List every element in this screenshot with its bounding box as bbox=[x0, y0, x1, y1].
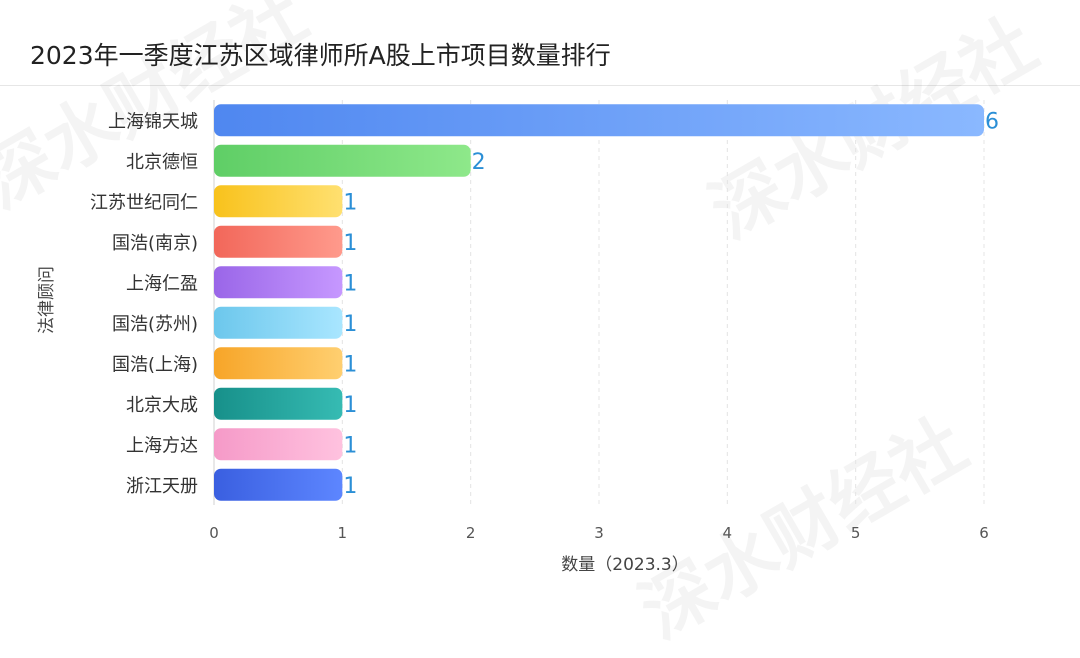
bar bbox=[214, 266, 343, 299]
value-label: 1 bbox=[343, 190, 357, 215]
bar bbox=[214, 104, 984, 137]
value-label: 1 bbox=[343, 474, 357, 499]
category-label: 江苏世纪同仁 bbox=[90, 192, 198, 213]
value-label: 1 bbox=[343, 393, 357, 418]
category-label: 浙江天册 bbox=[126, 476, 198, 497]
x-tick-labels: 0 1 2 3 4 5 6 bbox=[209, 524, 989, 542]
x-tick-label: 6 bbox=[979, 524, 989, 542]
value-label: 1 bbox=[343, 312, 357, 337]
value-label: 1 bbox=[343, 231, 357, 256]
bar bbox=[214, 144, 471, 177]
category-label: 北京德恒 bbox=[126, 152, 198, 173]
x-tick-label: 5 bbox=[851, 524, 861, 542]
bars bbox=[214, 104, 984, 501]
bar bbox=[214, 185, 343, 218]
value-label: 1 bbox=[343, 271, 357, 296]
x-tick-label: 2 bbox=[466, 524, 476, 542]
x-tick-label: 1 bbox=[338, 524, 348, 542]
category-label: 国浩(苏州) bbox=[112, 314, 198, 335]
x-tick-label: 4 bbox=[723, 524, 733, 542]
bar bbox=[214, 468, 343, 501]
category-label: 国浩(南京) bbox=[112, 233, 198, 254]
category-label: 北京大成 bbox=[126, 395, 198, 416]
title-divider bbox=[0, 85, 1080, 86]
value-label: 2 bbox=[472, 150, 486, 175]
bar bbox=[214, 387, 343, 420]
x-axis-title: 数量（2023.3） bbox=[561, 555, 688, 575]
category-label: 国浩(上海) bbox=[112, 354, 198, 375]
category-label: 上海锦天城 bbox=[108, 111, 198, 132]
x-tick-label: 0 bbox=[209, 524, 219, 542]
bar bbox=[214, 347, 343, 380]
value-labels: 6 2 1 1 1 1 1 1 1 1 bbox=[343, 109, 999, 499]
value-label: 6 bbox=[985, 109, 999, 134]
chart-title: 2023年一季度江苏区域律师所A股上市项目数量排行 bbox=[30, 41, 611, 70]
category-label: 上海仁盈 bbox=[126, 273, 198, 294]
y-axis-title: 法律顾问 bbox=[37, 266, 57, 334]
bar bbox=[214, 306, 343, 339]
bar bbox=[214, 428, 343, 461]
value-label: 1 bbox=[343, 352, 357, 377]
x-tick-label: 3 bbox=[594, 524, 604, 542]
bar bbox=[214, 225, 343, 258]
value-label: 1 bbox=[343, 433, 357, 458]
category-label: 上海方达 bbox=[126, 435, 198, 456]
